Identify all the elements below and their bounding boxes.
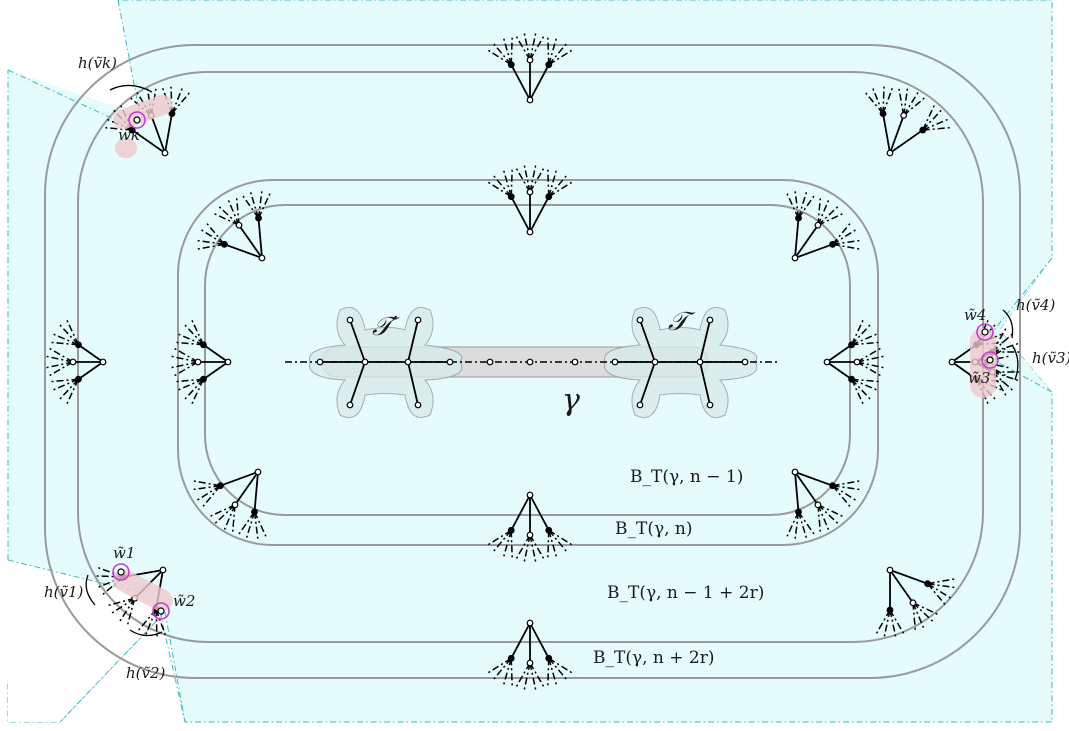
label-gamma: γ: [562, 383, 580, 418]
label-h-v1: h(ṽ1): [44, 583, 84, 601]
marker-w4: [976, 323, 994, 341]
label-ball-n: B_T(γ, n): [615, 519, 693, 539]
highlights: [112, 94, 999, 620]
highlight-wk: [113, 94, 173, 130]
label-ball-n-minus-1: B_T(γ, n − 1): [630, 467, 743, 487]
label-ball-n-plus-2r: B_T(γ, n + 2r): [593, 648, 715, 668]
label-tree-prime: 𝒯′: [372, 312, 400, 342]
label-ball-n-minus-1-plus-2r: B_T(γ, n − 1 + 2r): [607, 583, 764, 603]
ring-n-minus-1: [204, 204, 851, 516]
label-w2: w̃2: [173, 592, 195, 610]
gamma-core: [285, 307, 780, 418]
label-wk: wk: [118, 126, 140, 144]
marker-w1: [112, 563, 130, 581]
highlight-wk-lower: [115, 138, 137, 158]
label-h-v2: h(ṽ2): [126, 664, 166, 682]
label-h-v4: h(ṽ4): [1016, 296, 1056, 314]
marker-w3: [981, 351, 999, 369]
angle-arcs: [85, 84, 1019, 637]
marker-wk: [128, 111, 146, 129]
label-h-vk: h(ṽk): [78, 54, 117, 72]
label-w1: w̃1: [113, 544, 135, 562]
label-w3: w̃3: [968, 369, 990, 387]
marker-w2: [152, 602, 170, 620]
label-w4: w̃4: [964, 306, 986, 324]
highlight-w1-w2: [112, 569, 173, 612]
label-h-v3: h(ṽ3): [1032, 349, 1069, 367]
